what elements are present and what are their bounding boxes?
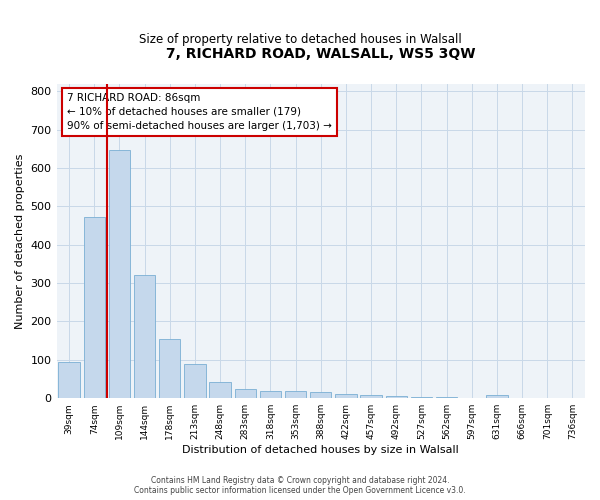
X-axis label: Distribution of detached houses by size in Walsall: Distribution of detached houses by size …	[182, 445, 459, 455]
Bar	[58, 362, 80, 398]
Y-axis label: Number of detached properties: Number of detached properties	[15, 153, 25, 328]
Title: 7, RICHARD ROAD, WALSALL, WS5 3QW: 7, RICHARD ROAD, WALSALL, WS5 3QW	[166, 48, 476, 62]
Bar	[361, 395, 382, 398]
Bar	[486, 395, 508, 398]
Bar	[335, 394, 356, 398]
Bar	[159, 338, 181, 398]
Bar	[209, 382, 231, 398]
Text: Contains HM Land Registry data © Crown copyright and database right 2024.
Contai: Contains HM Land Registry data © Crown c…	[134, 476, 466, 495]
Bar	[260, 390, 281, 398]
Bar	[109, 150, 130, 398]
Bar	[83, 217, 105, 398]
Bar	[386, 396, 407, 398]
Bar	[184, 364, 206, 398]
Bar	[411, 396, 432, 398]
Bar	[310, 392, 331, 398]
Bar	[235, 388, 256, 398]
Bar	[134, 276, 155, 398]
Text: 7 RICHARD ROAD: 86sqm
← 10% of detached houses are smaller (179)
90% of semi-det: 7 RICHARD ROAD: 86sqm ← 10% of detached …	[67, 93, 332, 131]
Bar	[285, 392, 307, 398]
Text: Size of property relative to detached houses in Walsall: Size of property relative to detached ho…	[139, 32, 461, 46]
